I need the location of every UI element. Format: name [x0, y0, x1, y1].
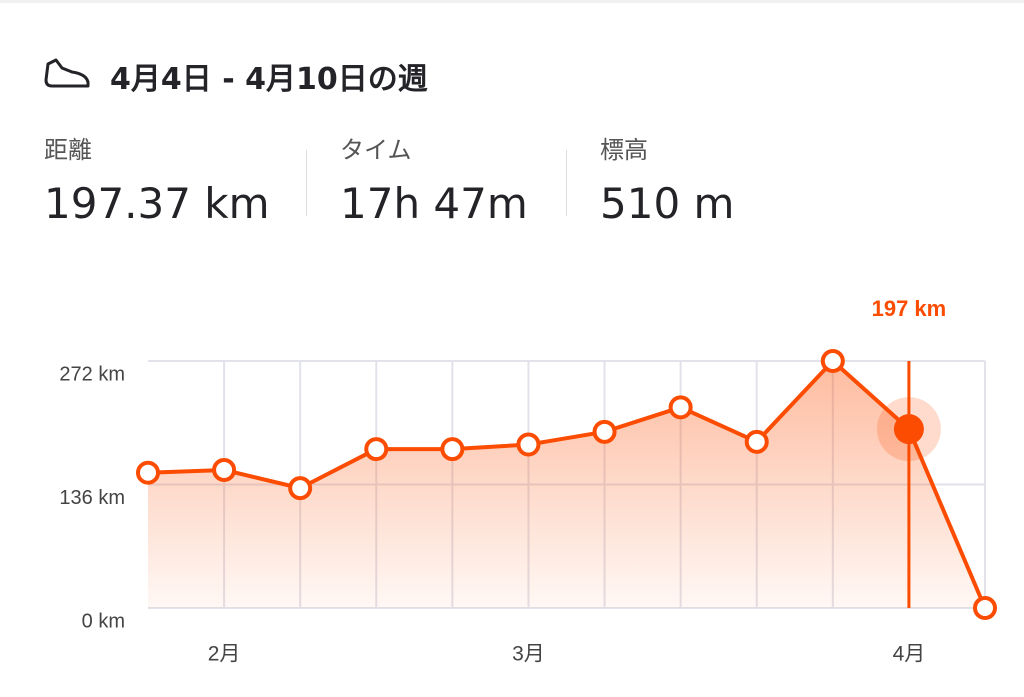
- area: [148, 361, 985, 608]
- stat-value: 510 m: [600, 179, 735, 228]
- stat: 標高 510 m: [600, 130, 734, 228]
- x-tick-label: 3月: [512, 643, 545, 666]
- stat: タイム 17h 47m: [340, 130, 528, 228]
- stat: 距離 197.37 km: [44, 130, 270, 228]
- x-tick-label: 4月: [893, 643, 926, 666]
- y-tick-label: 272 km: [59, 363, 125, 385]
- point: [820, 349, 845, 373]
- point: [592, 419, 617, 444]
- point: [288, 476, 313, 501]
- point-selected: [893, 414, 924, 445]
- stat-label: 距離: [44, 136, 92, 164]
- point: [973, 596, 997, 620]
- stat-label: 標高: [600, 136, 648, 164]
- point: [136, 460, 160, 485]
- top-border: [0, 0, 1024, 3]
- point: [744, 429, 769, 454]
- point: [440, 437, 465, 462]
- divider: [306, 150, 307, 216]
- stat-label: タイム: [340, 136, 412, 164]
- point: [668, 395, 693, 420]
- shoe-icon: [44, 58, 90, 88]
- value-label: 197 km: [872, 296, 947, 321]
- line: [147, 359, 987, 609]
- y-tick-label: 136 km: [59, 487, 125, 509]
- x-tick-label: 2月: [208, 643, 241, 666]
- stat-value: 17h 47m: [340, 179, 528, 228]
- divider: [566, 150, 567, 216]
- stat-value: 197.37 km: [44, 179, 270, 228]
- point: [516, 432, 541, 457]
- y-tick-label: 0 km: [82, 610, 125, 632]
- point: [212, 457, 237, 482]
- point: [364, 437, 389, 462]
- title: 4月4日 - 4月10日の週: [110, 62, 428, 97]
